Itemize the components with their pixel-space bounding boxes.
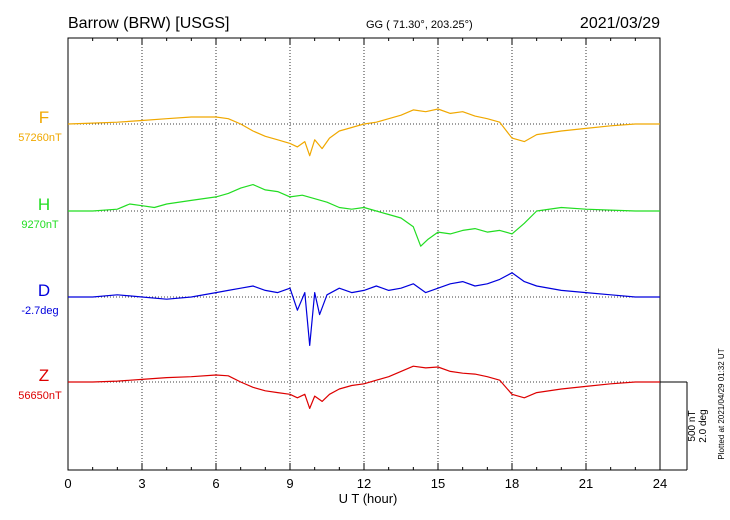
x-tick-label-0: 0 <box>64 476 71 491</box>
x-axis-ticks <box>67 38 661 470</box>
chart-title-coordinates: GG ( 71.30°, 203.25°) <box>366 19 473 31</box>
x-tick-label-15: 15 <box>431 476 445 491</box>
series-name-h: H <box>38 195 50 214</box>
x-axis-tick-labels: 0 3 6 9 12 15 18 21 24 <box>64 476 667 491</box>
scale-label-nt: 500 nT <box>687 410 698 441</box>
series-baseline-h: 9270nT <box>21 219 59 231</box>
x-tick-label-18: 18 <box>505 476 519 491</box>
x-axis-label: U T (hour) <box>339 491 398 506</box>
scale-label-deg: 2.0 deg <box>698 409 709 442</box>
series-line-z <box>68 365 660 409</box>
series-baseline-f: 57260nT <box>18 132 62 144</box>
x-tick-label-21: 21 <box>579 476 593 491</box>
series-line-h <box>68 184 660 247</box>
series-line-d <box>68 272 660 346</box>
chart-title-date: 2021/03/29 <box>580 15 660 32</box>
series-name-z: Z <box>39 366 49 385</box>
x-tick-label-9: 9 <box>286 476 293 491</box>
grid-lines <box>141 38 587 470</box>
series-line-f <box>67 108 660 157</box>
series-baseline-z: 56650nT <box>18 390 62 402</box>
chart-title-station: Barrow (BRW) [USGS] <box>68 15 230 32</box>
x-tick-label-3: 3 <box>138 476 145 491</box>
x-tick-label-6: 6 <box>212 476 219 491</box>
x-tick-label-12: 12 <box>357 476 371 491</box>
series-baseline-d: -2.7deg <box>21 305 58 317</box>
series-name-d: D <box>38 281 50 300</box>
scale-bar: 500 nT 2.0 deg <box>660 381 709 471</box>
x-tick-label-24: 24 <box>653 476 667 491</box>
series-group: F 57260nT H 9270nT D -2.7deg Z 56650nT <box>18 108 660 409</box>
series-name-f: F <box>39 108 49 127</box>
plotted-timestamp: Plotted at 2021/04/29 01:32 UT <box>717 348 726 459</box>
